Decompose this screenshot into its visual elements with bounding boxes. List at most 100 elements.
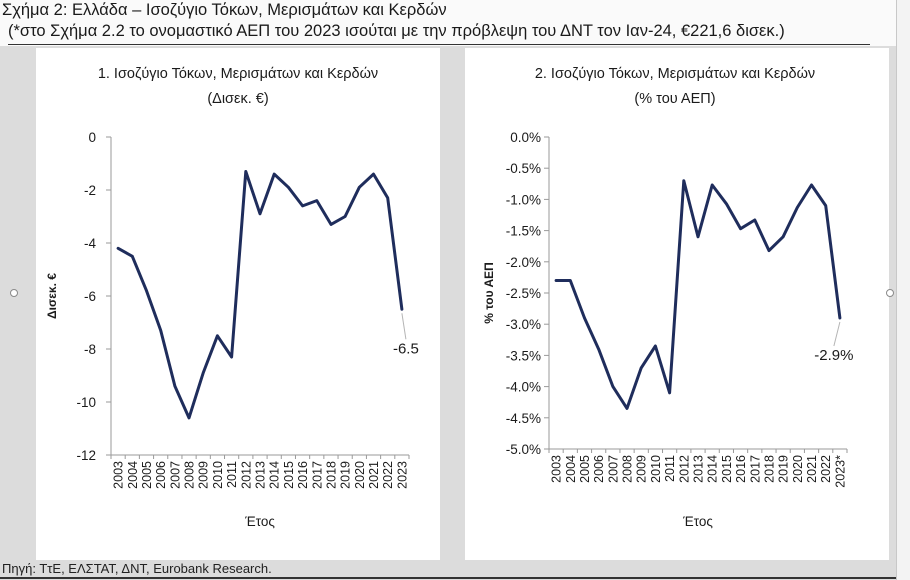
- data-point: [173, 384, 177, 388]
- x-tick-label: 2013: [254, 461, 268, 489]
- y-tick-label: -12: [76, 448, 96, 463]
- data-point: [216, 334, 219, 337]
- data-point: [358, 186, 361, 189]
- y-axis-label: % του ΑΕΠ: [482, 262, 496, 324]
- x-tick-label: 2015: [720, 455, 734, 483]
- data-point: [244, 170, 248, 173]
- x-tick-label: 2003: [112, 461, 126, 489]
- y-tick-label: -4.0%: [506, 380, 541, 395]
- chart-title: 2. Ισοζύγιο Τόκων, Μερισμάτων και Κερδών: [535, 66, 815, 82]
- data-point: [710, 183, 714, 187]
- y-tick-label: -3.0%: [506, 317, 541, 332]
- x-tick-label: 2010: [211, 461, 225, 489]
- x-tick-label: 2008: [183, 461, 197, 489]
- data-point: [272, 172, 276, 176]
- x-tick-label: 2008: [621, 455, 635, 483]
- x-tick-label: 2009: [197, 461, 211, 489]
- chart-subtitle: (Δισεκ. €): [207, 91, 268, 107]
- data-point: [597, 347, 600, 351]
- chart-subtitle: (% του ΑΕΠ): [634, 91, 715, 107]
- x-tick-label: 2007: [606, 455, 620, 483]
- x-tick-label: 2012: [677, 455, 691, 483]
- x-tick-label: 2019: [777, 455, 791, 483]
- x-tick-label: 2022: [819, 455, 833, 483]
- data-point: [753, 218, 756, 222]
- annotation-leader: [401, 313, 407, 340]
- x-tick-label: 2017: [748, 455, 762, 483]
- y-tick-label: -4.5%: [506, 411, 541, 426]
- data-point: [569, 279, 572, 282]
- y-tick-label: -8: [84, 342, 96, 357]
- chart-2-svg: 2. Ισοζύγιο Τόκων, Μερισμάτων και Κερδών…: [482, 66, 853, 529]
- x-tick-label: 2020: [353, 461, 367, 489]
- chart-panel-1: 1. Ισοζύγιο Τόκων, Μερισμάτων και Κερδών…: [36, 48, 440, 560]
- data-point: [725, 202, 728, 205]
- x-axis-label: Έτος: [244, 514, 275, 529]
- y-tick-label: -3.5%: [506, 348, 541, 363]
- data-point: [343, 215, 347, 218]
- x-tick-label: 2019: [339, 461, 353, 489]
- x-tick-label: 2018: [762, 455, 776, 483]
- chart-1-svg: 1. Ισοζύγιο Τόκων, Μερισμάτων και Κερδών…: [45, 66, 419, 529]
- series-line: [554, 179, 842, 410]
- y-tick-label: -5.0%: [506, 442, 541, 457]
- data-point: [230, 355, 233, 359]
- x-tick-label: 2021: [805, 455, 819, 483]
- y-tick-label: -2.0%: [506, 255, 541, 270]
- x-tick-label: 2023*: [833, 455, 847, 488]
- annotation-leader: [833, 321, 841, 347]
- x-axis-label: Έτος: [682, 514, 713, 529]
- data-label: -2.9%: [814, 347, 853, 364]
- y-tick-label: 0: [88, 130, 96, 145]
- x-tick-label: 2011: [663, 455, 677, 482]
- x-tick-label: 2005: [578, 455, 592, 483]
- right-resize-handle[interactable]: [886, 289, 894, 297]
- data-point: [372, 172, 375, 176]
- y-tick-label: -4: [84, 236, 96, 251]
- x-tick-label: 2010: [649, 455, 663, 483]
- x-tick-label: 2005: [140, 461, 154, 489]
- x-tick-label: 2006: [154, 461, 168, 489]
- y-tick-label: 0.0%: [510, 130, 541, 145]
- bottom-rule: [0, 577, 896, 579]
- subtitle-rule: [8, 44, 870, 45]
- x-tick-label: 2022: [381, 461, 395, 489]
- x-tick-label: 2004: [126, 461, 140, 489]
- x-tick-label: 2014: [706, 455, 720, 483]
- x-tick-label: 2015: [282, 461, 296, 489]
- x-tick-label: 2009: [635, 455, 649, 483]
- x-tick-label: 2011: [225, 461, 239, 488]
- x-tick-label: 2013: [692, 455, 706, 483]
- data-label: -6.5: [393, 340, 419, 357]
- x-tick-label: 2012: [239, 461, 253, 489]
- y-tick-label: -0.5%: [506, 161, 541, 176]
- x-tick-label: 2006: [592, 455, 606, 483]
- data-point: [611, 385, 615, 388]
- data-point: [329, 223, 333, 226]
- left-resize-handle[interactable]: [10, 289, 18, 297]
- data-point: [315, 199, 318, 202]
- data-point: [838, 316, 842, 320]
- data-point: [400, 308, 404, 311]
- x-tick-label: 2020: [791, 455, 805, 483]
- y-tick-label: -1.0%: [506, 192, 541, 207]
- data-point: [131, 255, 134, 258]
- data-point: [187, 416, 191, 420]
- data-point: [682, 179, 686, 182]
- data-point: [668, 391, 671, 395]
- data-point: [554, 279, 558, 282]
- data-point: [654, 344, 657, 348]
- y-tick-label: -10: [76, 395, 96, 410]
- data-point: [145, 289, 148, 292]
- data-point: [583, 316, 586, 320]
- data-point: [159, 329, 162, 332]
- data-point: [767, 249, 771, 252]
- data-point: [696, 235, 700, 239]
- data-point: [781, 235, 785, 239]
- header-band: [0, 0, 896, 46]
- source-note: Πηγή: ΤτΕ, ΕΛΣΤΑΤ, ΔΝΤ, Eurobank Researc…: [2, 561, 272, 576]
- data-point: [287, 186, 290, 189]
- x-tick-label: 2016: [296, 461, 310, 489]
- figure-title: Σχήμα 2: Ελλάδα – Ισοζύγιο Τόκων, Μερισμ…: [2, 1, 447, 19]
- data-point: [796, 206, 799, 209]
